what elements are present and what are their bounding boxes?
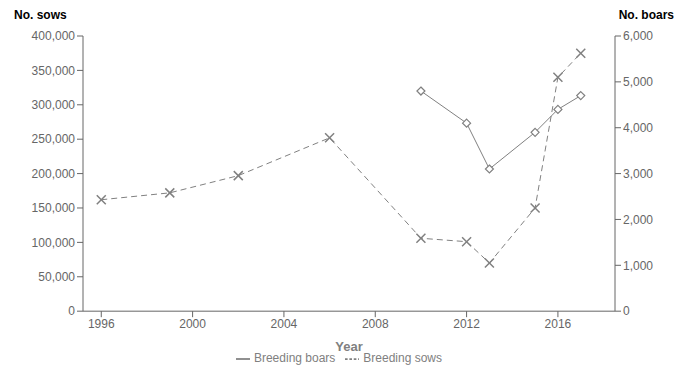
svg-text:200,000: 200,000 — [32, 167, 76, 181]
html-text:No. boars: No. boars — [618, 8, 674, 22]
svg-text:2012: 2012 — [453, 317, 480, 331]
svg-text:2,000: 2,000 — [623, 213, 653, 227]
html-text:Breeding sows: Breeding sows — [363, 351, 442, 366]
svg-text:0: 0 — [68, 304, 75, 318]
svg-text:2000: 2000 — [179, 317, 206, 331]
svg-text:350,000: 350,000 — [32, 64, 76, 78]
svg-text:3,000: 3,000 — [623, 167, 653, 181]
svg-text:5,000: 5,000 — [623, 75, 653, 89]
svg-text:2016: 2016 — [545, 317, 572, 331]
svg-text:Year: Year — [335, 339, 362, 354]
html-text:Breeding boars: Breeding boars — [253, 351, 336, 366]
svg-text:1,000: 1,000 — [623, 259, 653, 273]
svg-text:4,000: 4,000 — [623, 121, 653, 135]
svg-text:150,000: 150,000 — [32, 201, 76, 215]
svg-text:300,000: 300,000 — [32, 98, 76, 112]
svg-text:1996: 1996 — [88, 317, 115, 331]
svg-text:2008: 2008 — [362, 317, 389, 331]
svg-text:2004: 2004 — [271, 317, 298, 331]
svg-text:6,000: 6,000 — [623, 29, 653, 43]
html-text:No. sows: No. sows — [14, 8, 67, 22]
svg-text:50,000: 50,000 — [38, 270, 75, 284]
svg-text:100,000: 100,000 — [32, 236, 76, 250]
svg-text:400,000: 400,000 — [32, 29, 76, 43]
svg-text:0: 0 — [623, 304, 630, 318]
svg-text:250,000: 250,000 — [32, 132, 76, 146]
